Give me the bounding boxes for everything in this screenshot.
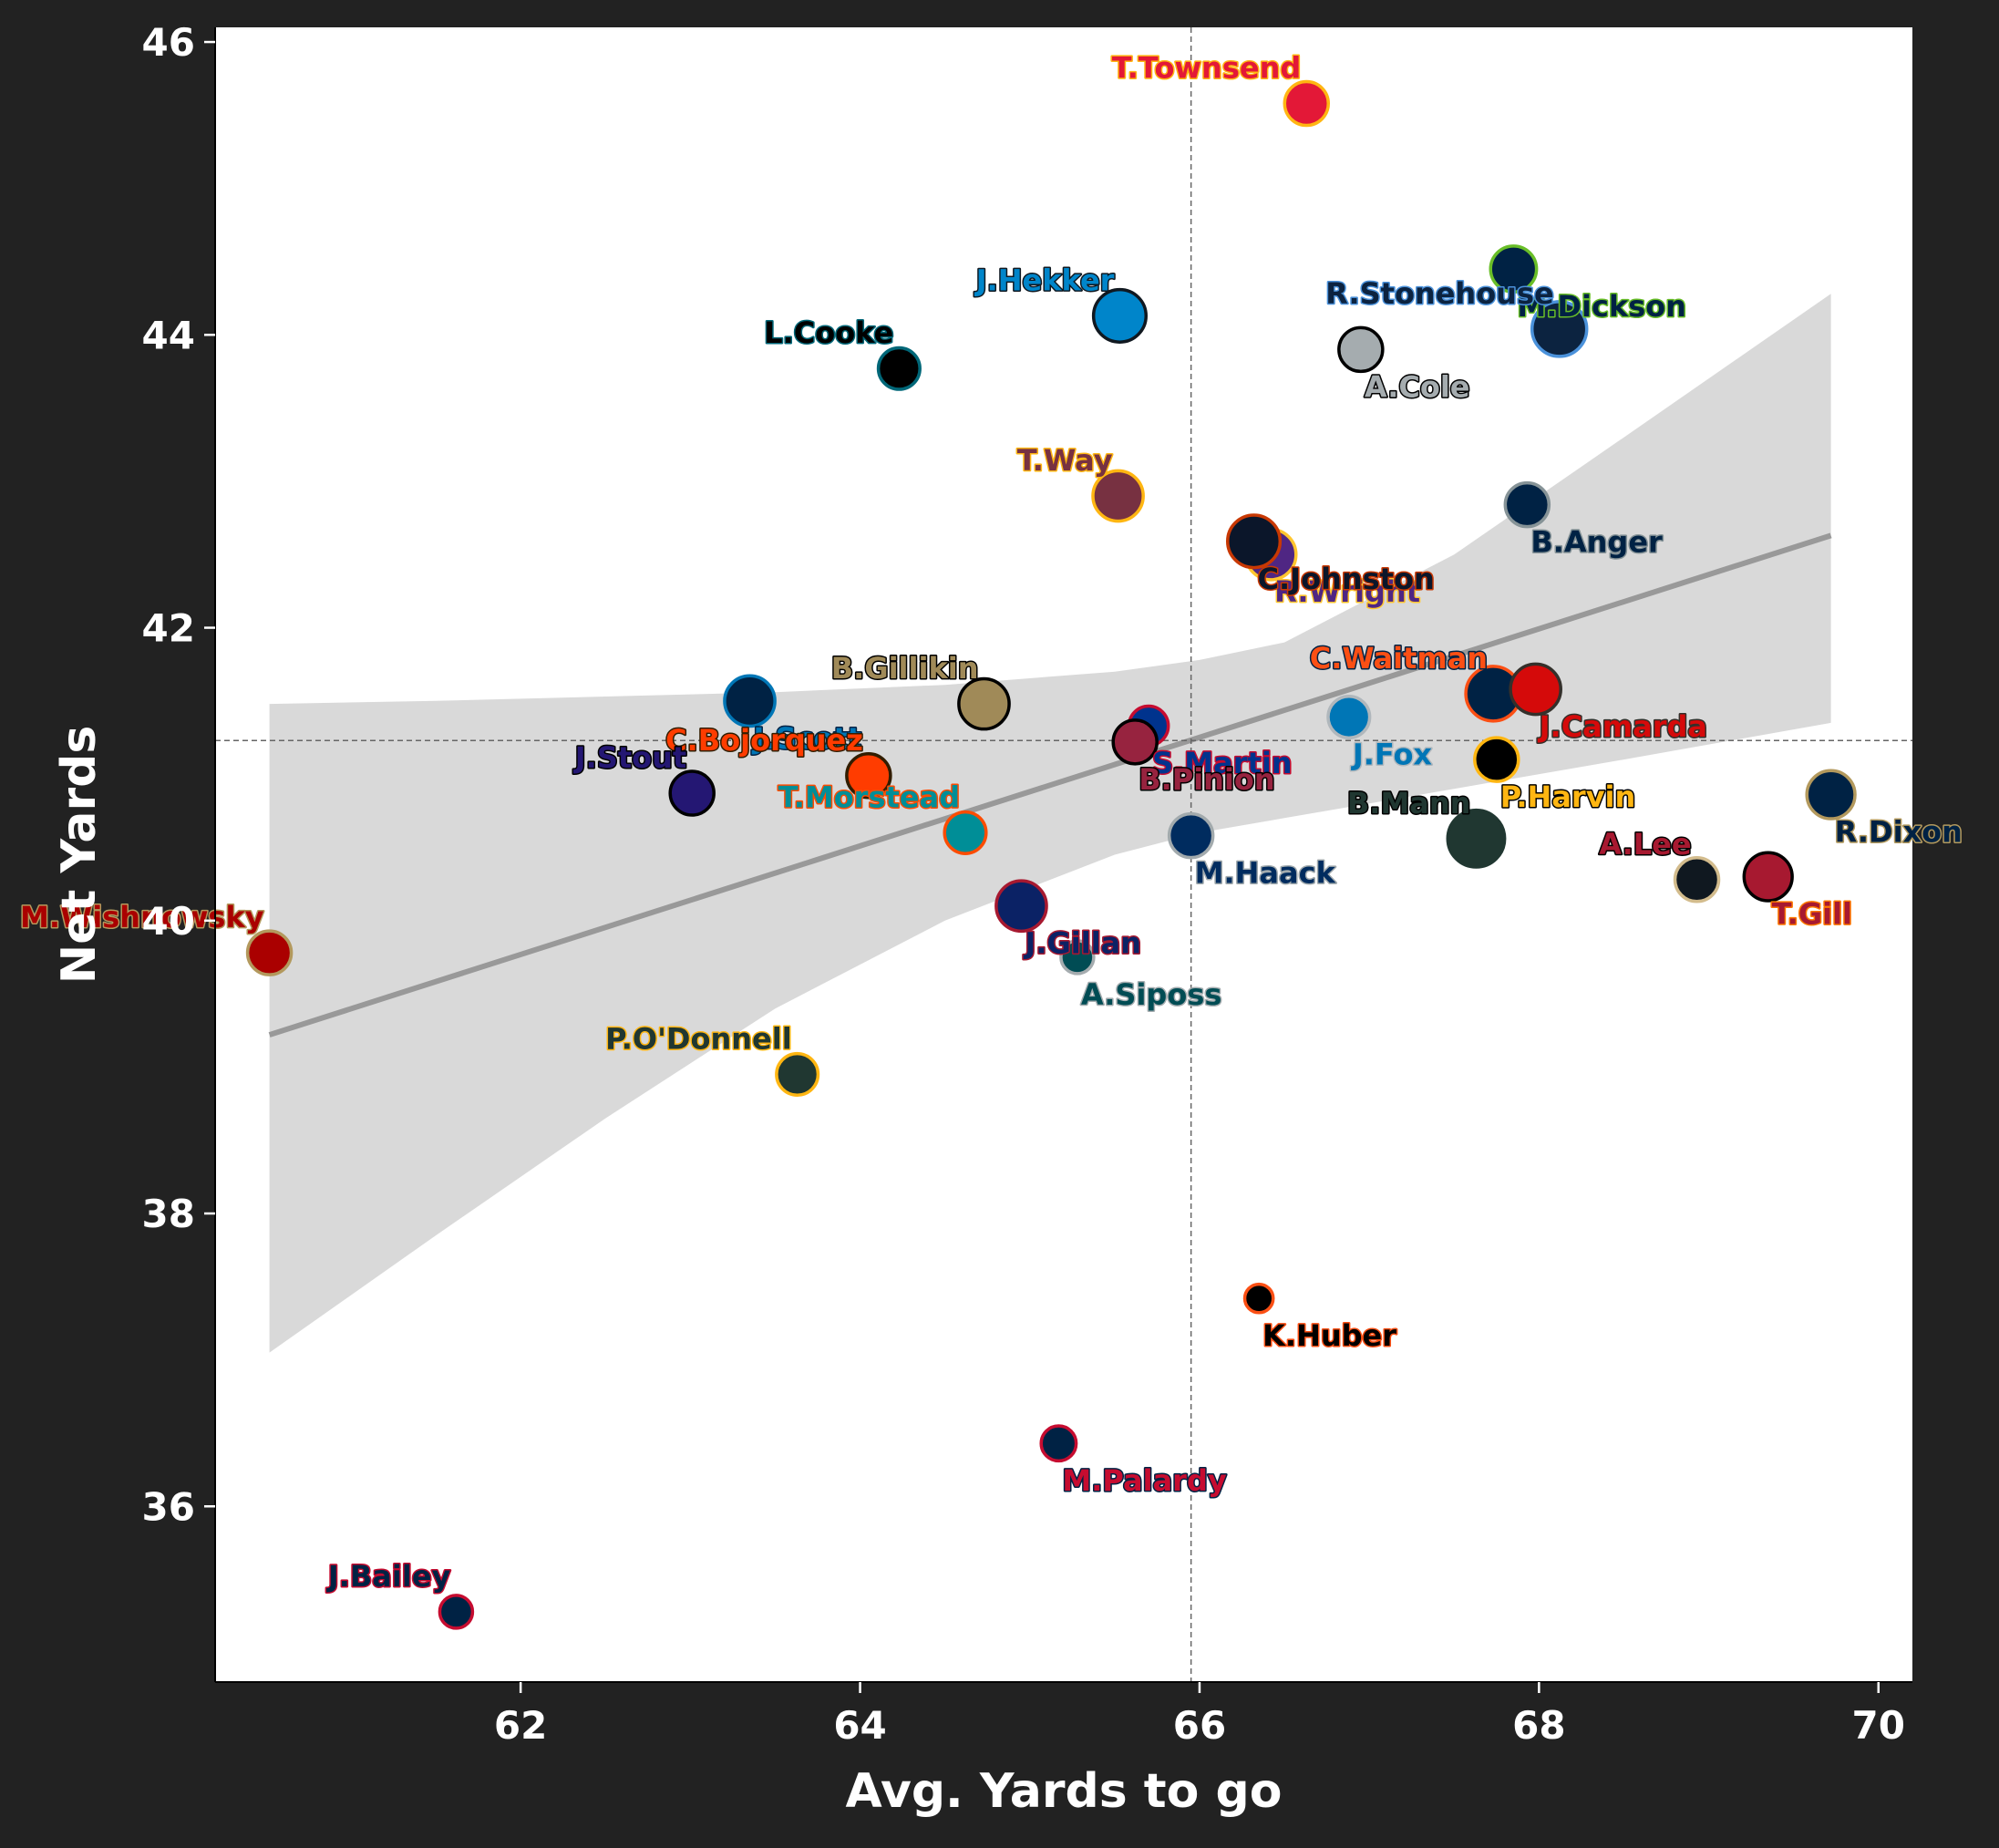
point-label: J.Fox [1351, 738, 1433, 772]
data-point [1489, 244, 1539, 294]
point-label: R.Wright [1274, 574, 1420, 609]
point-label: C.Waitman [1310, 641, 1488, 676]
point-label: C.Johnston [1258, 562, 1435, 596]
point-label: J.Gillan [1023, 926, 1141, 961]
data-point [994, 879, 1048, 934]
y-tick-label: 46 [142, 20, 195, 65]
point-label: T.Townsend [1112, 51, 1301, 86]
point-label: A.Lee [1599, 827, 1691, 862]
y-tick-label: 36 [142, 1484, 195, 1529]
x-tick-label: 66 [1173, 1703, 1226, 1748]
y-tick-label: 38 [142, 1192, 195, 1236]
data-point [943, 810, 988, 855]
point-label: K.Huber [1262, 1318, 1396, 1353]
point-label: J.Hekker [974, 263, 1115, 297]
data-point [876, 346, 922, 391]
x-tick-label: 70 [1852, 1703, 1905, 1748]
data-point [1742, 851, 1794, 903]
regression-layer [268, 532, 1832, 1038]
data-point [957, 676, 1011, 731]
data-point [1337, 325, 1385, 374]
point-label: A.Cole [1365, 369, 1470, 404]
point-label: S.Martin [1152, 746, 1292, 780]
data-point [668, 769, 716, 817]
data-point [1283, 79, 1331, 128]
point-label: P.Harvin [1500, 779, 1636, 814]
data-point [1039, 1424, 1078, 1463]
point-label: R.Dixon [1835, 815, 1963, 850]
point-label: J.Camarda [1538, 709, 1707, 744]
point-label: B.Gillikin [831, 651, 979, 686]
data-point [1805, 769, 1857, 821]
point-label: L.Cooke [764, 315, 893, 350]
data-point [1091, 469, 1145, 523]
data-point [775, 1051, 820, 1097]
data-point [1673, 856, 1721, 903]
data-point [1446, 808, 1507, 869]
x-tick-label: 62 [494, 1703, 547, 1748]
y-axis-title: Net Yards [52, 726, 107, 985]
point-label: M.Dickson [1517, 289, 1686, 324]
point-label: J.Scott [752, 721, 862, 756]
x-tick-label: 64 [833, 1703, 886, 1748]
data-point [1225, 513, 1283, 570]
data-point [1326, 694, 1372, 740]
data-point [1111, 718, 1159, 766]
data-point [1167, 811, 1215, 860]
point-label: B.Anger [1530, 525, 1663, 560]
point-label: T.Morstead [778, 779, 960, 814]
x-axis-title: Avg. Yards to go [846, 1764, 1283, 1819]
point-label: B.Pinion [1139, 762, 1274, 797]
point-label: M.Wishnowsky [20, 900, 264, 934]
regression-line [268, 532, 1832, 1038]
point-label: M.Palardy [1062, 1463, 1226, 1498]
data-point [1503, 480, 1551, 529]
data-point [245, 929, 294, 976]
point-label: C.Bojorquez [665, 723, 863, 758]
point-label: T.Way [1017, 443, 1113, 478]
confidence-band-layer [269, 294, 1831, 1353]
point-label: M.Haack [1195, 856, 1336, 891]
axes: 62 64 66 68 70 36 38 40 42 44 46 [142, 20, 1912, 1748]
x-tick-label: 68 [1512, 1703, 1565, 1748]
data-point [723, 674, 777, 728]
point-label: A.Siposs [1081, 977, 1222, 1012]
y-tick-label: 42 [142, 606, 195, 651]
data-point [1091, 287, 1148, 344]
y-tick-label: 44 [142, 313, 195, 357]
reference-lines [215, 27, 1912, 1682]
y-tick-label: 40 [142, 899, 195, 944]
data-point [1242, 1282, 1275, 1315]
data-point [1473, 736, 1520, 783]
point-label: B.Mann [1347, 786, 1471, 821]
point-label: P.O'Donnell [605, 1021, 791, 1056]
confidence-band [269, 294, 1831, 1353]
data-point [845, 752, 892, 800]
points-layer [245, 79, 1857, 1630]
data-point [1509, 662, 1562, 717]
point-label: R.Stonehouse [1325, 276, 1554, 311]
point-label: J.Bailey [326, 1559, 451, 1594]
data-point [1059, 939, 1096, 976]
point-label: T.Gill [1772, 897, 1852, 932]
data-point [1530, 300, 1589, 358]
data-point [438, 1594, 475, 1630]
point-label: J.Stout [573, 740, 686, 775]
